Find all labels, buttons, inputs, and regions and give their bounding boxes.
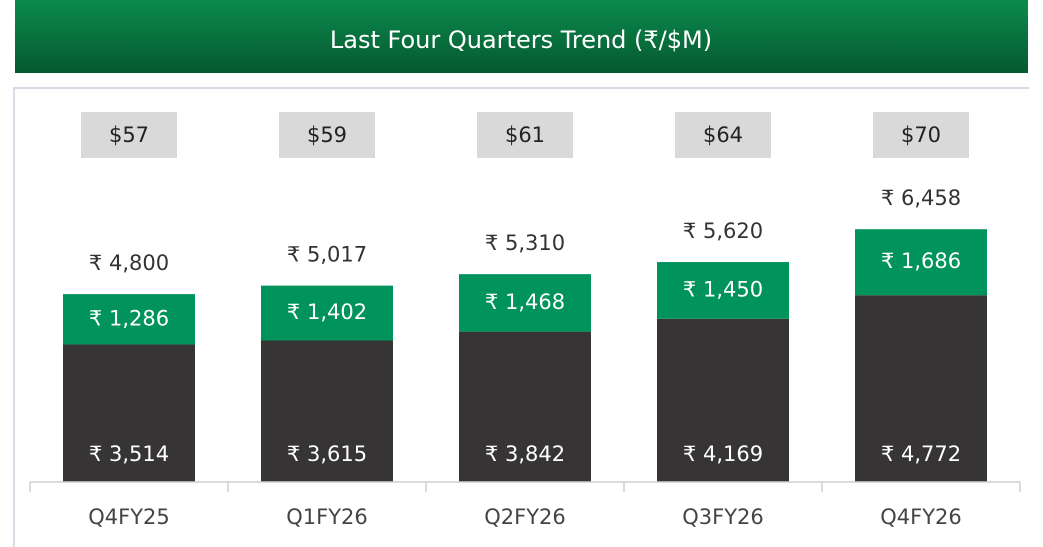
panel-border <box>13 87 1029 547</box>
value-label: ₹ 3,842 <box>485 442 565 466</box>
usd-label: $59 <box>307 123 347 147</box>
value-label: ₹ 1,468 <box>485 290 565 314</box>
value-label: ₹ 3,615 <box>287 442 367 466</box>
bar-segment <box>261 340 393 482</box>
chart-title: Last Four Quarters Trend (₹/$M) <box>330 26 712 54</box>
value-label: ₹ 4,169 <box>683 442 763 466</box>
bar-segment <box>855 295 987 482</box>
usd-box <box>477 112 573 158</box>
usd-label: $70 <box>901 123 941 147</box>
value-label: ₹ 4,772 <box>881 442 961 466</box>
bar-segment <box>657 318 789 482</box>
x-tick-label: Q1FY26 <box>286 505 368 529</box>
usd-box <box>81 112 177 158</box>
x-tick-label: Q4FY25 <box>88 505 170 529</box>
x-tick-label: Q4FY26 <box>880 505 962 529</box>
bar-segment <box>63 344 195 482</box>
total-label: ₹ 5,017 <box>287 243 367 267</box>
usd-label: $61 <box>505 123 545 147</box>
total-label: ₹ 5,310 <box>485 231 565 255</box>
total-label: ₹ 6,458 <box>881 186 961 210</box>
value-label: ₹ 3,514 <box>89 442 169 466</box>
header-banner <box>15 0 1028 73</box>
value-label: ₹ 1,450 <box>683 277 763 301</box>
bar-segment <box>459 331 591 482</box>
total-label: ₹ 4,800 <box>89 251 169 275</box>
total-label: ₹ 5,620 <box>683 219 763 243</box>
usd-label: $64 <box>703 123 743 147</box>
x-tick-label: Q3FY26 <box>682 505 764 529</box>
bar-segment <box>855 229 987 296</box>
value-label: ₹ 1,402 <box>287 300 367 324</box>
bar-segment <box>459 274 591 332</box>
bar-segment <box>261 285 393 341</box>
usd-box <box>873 112 969 158</box>
value-label: ₹ 1,686 <box>881 249 961 273</box>
usd-label: $57 <box>109 123 149 147</box>
bar-segment <box>657 262 789 319</box>
bar-segment <box>63 294 195 345</box>
value-label: ₹ 1,286 <box>89 306 169 330</box>
usd-box <box>279 112 375 158</box>
usd-box <box>675 112 771 158</box>
x-tick-label: Q2FY26 <box>484 505 566 529</box>
